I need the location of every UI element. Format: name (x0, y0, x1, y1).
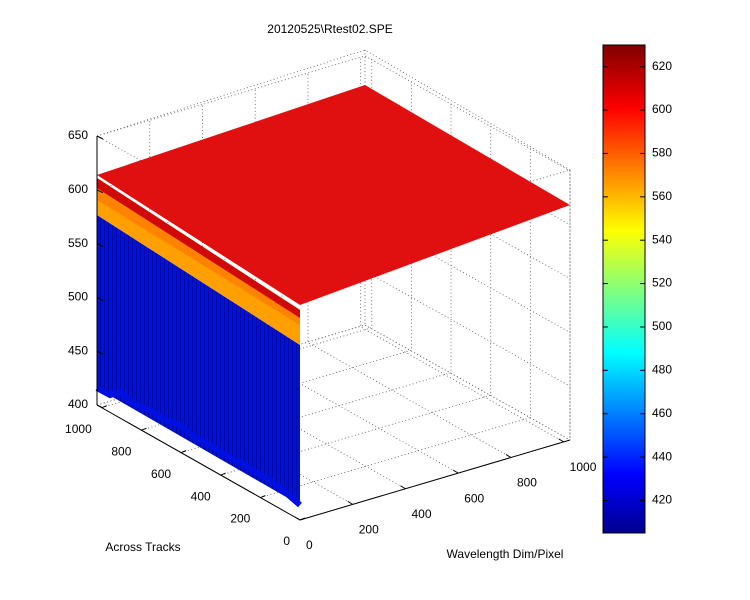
colorbar-tick-label: 480 (652, 363, 672, 377)
x-tick (400, 485, 406, 490)
z-tick-label: 550 (68, 236, 88, 250)
y-tick (260, 495, 266, 499)
y-tick-label: 800 (111, 444, 131, 458)
y-tick (101, 405, 107, 409)
y-tick-label: 1000 (65, 422, 92, 436)
z-tick (96, 243, 104, 248)
z-tick (96, 296, 104, 301)
axes (96, 136, 571, 521)
x-tick (294, 516, 301, 521)
colorbar-tick-label: 420 (652, 493, 672, 507)
z-tick (96, 350, 104, 355)
x-axis-label: Wavelength Dim/Pixel (447, 547, 564, 561)
colorbar (602, 44, 646, 534)
y-tick-label: 200 (230, 512, 250, 526)
y-tick-label: 0 (283, 534, 290, 548)
colorbar-tick-label: 500 (652, 319, 672, 333)
y-axis-label: Across Tracks (105, 540, 180, 554)
z-tick-label: 500 (68, 290, 88, 304)
surface (95, 85, 570, 508)
x-tick-label: 1000 (570, 460, 597, 474)
x-tick-label: 0 (306, 538, 313, 552)
z-tick (96, 135, 104, 140)
x-tick-label: 800 (517, 476, 537, 490)
y-tick (141, 427, 147, 431)
chart-title: 20120525\Rtest02.SPE (267, 22, 392, 36)
z-tick-label: 650 (68, 128, 88, 142)
x-tick (558, 438, 564, 443)
y-tick-label: 400 (191, 489, 211, 503)
y-tick-label: 600 (151, 467, 171, 481)
z-tick-label: 450 (68, 343, 88, 357)
x-tick-label: 400 (411, 507, 431, 521)
z-tick (96, 189, 104, 194)
colorbar-tick-label: 460 (652, 406, 672, 420)
colorbar-tick-label: 580 (652, 146, 672, 160)
colorbar-tick-label: 560 (652, 189, 672, 203)
colorbar-tick-label: 620 (652, 59, 672, 73)
z-tick-label: 600 (68, 182, 88, 196)
colorbar-tick-label: 600 (652, 102, 672, 116)
x-tick-label: 200 (359, 523, 379, 537)
colorbar-tick-label: 520 (652, 276, 672, 290)
x-tick-label: 600 (464, 491, 484, 505)
grid-line (202, 104, 406, 490)
x-tick (505, 454, 512, 458)
grid-line (307, 73, 512, 458)
y-tick (220, 472, 226, 476)
y-tick (180, 450, 187, 454)
x-tick (452, 469, 459, 474)
z-tick-label: 400 (68, 397, 88, 411)
grid-line (254, 89, 459, 474)
grid-line (360, 57, 564, 443)
x-tick (347, 500, 353, 505)
colorbar-tick-label: 540 (652, 232, 672, 246)
y-tick (299, 517, 306, 521)
colorbar-tick-label: 440 (652, 449, 672, 463)
